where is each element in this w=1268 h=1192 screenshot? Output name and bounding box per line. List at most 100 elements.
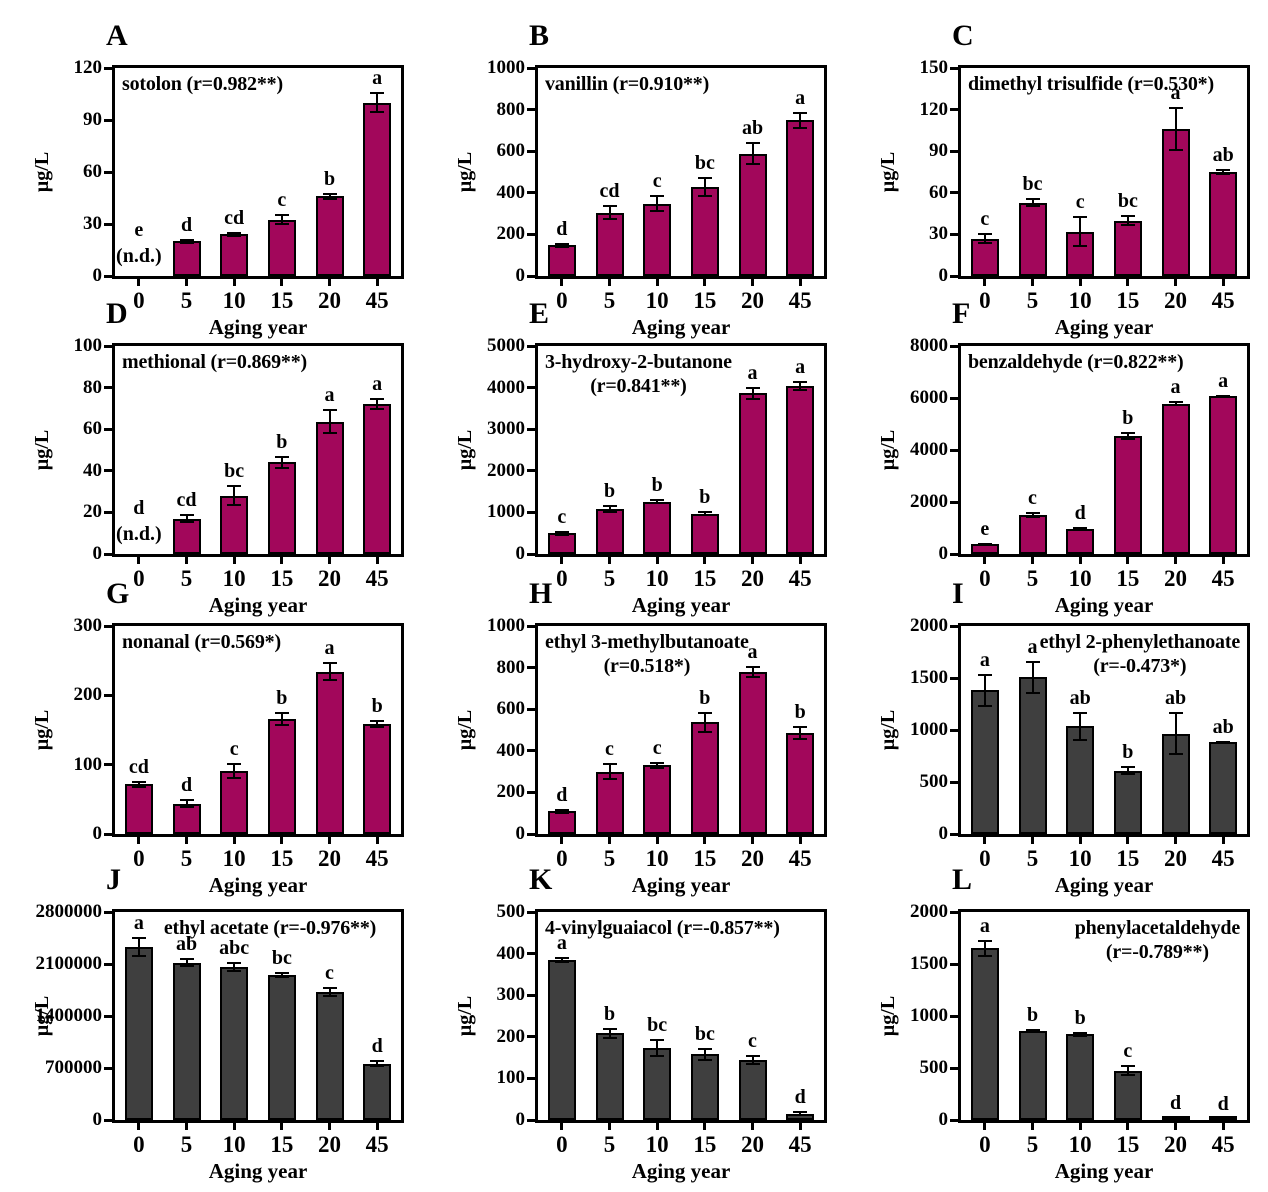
error-bar-cap-bottom [697, 514, 712, 517]
y-tick-label: 80 [83, 376, 102, 398]
sig-letter: a [979, 915, 990, 938]
sig-letter: b [1122, 406, 1134, 429]
x-tick-mark [328, 1123, 331, 1130]
x-tick-label: 0 [979, 288, 991, 313]
error-bar-cap-top [697, 711, 712, 714]
plot-area [958, 65, 1250, 279]
bar [1161, 403, 1190, 554]
y-tick-mark [950, 728, 958, 732]
error-bar-cap-bottom [1120, 772, 1135, 775]
bar [547, 533, 576, 554]
error-bar [280, 972, 283, 979]
x-tick-label: 15 [270, 288, 294, 313]
error-bar-cap-top [179, 798, 194, 801]
nd-note: (n.d.) [116, 245, 162, 267]
x-tick-label: 0 [556, 566, 568, 591]
sig-letter: cd [176, 489, 197, 512]
panel-letter: D [106, 297, 128, 330]
sig-letter: ab [1069, 686, 1091, 709]
sig-letter: d [371, 1035, 383, 1058]
error-bar-cap-top [179, 958, 194, 961]
x-tick-label: 5 [1026, 566, 1039, 591]
bar [690, 186, 719, 276]
sig-letter: a [372, 373, 383, 395]
x-tick-mark [137, 557, 141, 564]
error-bar [1079, 1031, 1082, 1037]
error-bar-cap-bottom [179, 520, 194, 523]
sig-letter: a [1170, 81, 1181, 104]
y-tick-label: 0 [92, 543, 103, 564]
x-tick-mark [655, 1123, 659, 1130]
sig-letter: e [980, 517, 990, 540]
y-tick-label: 0 [938, 543, 949, 564]
x-tick-label: 15 [1116, 288, 1140, 313]
x-tick-mark [1078, 837, 1082, 844]
error-bar-cap-bottom [1073, 244, 1088, 247]
sig-letter: d [180, 213, 193, 236]
error-bar-cap-bottom [1216, 742, 1231, 745]
panel-title: ethyl 2-phenylethanoate (r=-0.473*) [1039, 630, 1241, 679]
y-tick-mark [950, 66, 958, 70]
x-tick-mark [137, 279, 141, 286]
y-tick-label: 1400000 [35, 1005, 103, 1026]
y-tick-label: 30 [83, 213, 102, 234]
x-tick-mark [1031, 557, 1034, 564]
sig-letter: a [1170, 376, 1181, 399]
sig-letter: d [133, 497, 145, 519]
y-tick-mark [950, 274, 958, 278]
sig-letter: a [324, 637, 335, 660]
y-tick-label: 200 [496, 223, 526, 245]
panel-title-line: (r=-0.473*) [1093, 655, 1187, 678]
error-bar-cap-top [1168, 711, 1183, 714]
error-bar-cap-bottom [602, 510, 617, 513]
error-bar [328, 409, 331, 435]
error-bar [376, 92, 379, 114]
bar [738, 671, 767, 834]
x-tick-label: 10 [222, 288, 246, 313]
y-tick-label: 6000 [910, 387, 948, 408]
bar [643, 501, 672, 554]
error-bar-cap-bottom [793, 737, 808, 740]
y-tick-mark [527, 510, 535, 514]
sig-letter: b [603, 480, 616, 503]
error-bar-cap-top [697, 1048, 712, 1051]
error-bar-cap-top [977, 674, 992, 677]
error-bar [1126, 766, 1129, 775]
x-tick-label: 45 [365, 288, 389, 313]
y-tick-mark [527, 149, 535, 153]
x-tick-mark [1221, 1123, 1225, 1130]
x-tick-mark [655, 837, 659, 844]
x-tick-label: 10 [1068, 846, 1092, 871]
y-tick-label: 2000 [487, 459, 525, 481]
y-tick-label: 0 [92, 1109, 103, 1130]
y-tick-mark [104, 1066, 112, 1070]
y-tick-mark [104, 469, 112, 473]
error-bar [983, 674, 986, 707]
error-bar-cap-top [322, 409, 337, 412]
panel-title: vanillin (r=0.910**) [545, 72, 709, 96]
panel-title-line: ethyl 2-phenylethanoate [1039, 631, 1241, 653]
y-tick-label: 5000 [487, 335, 525, 356]
y-tick-mark [950, 500, 958, 504]
sig-letter: a [1027, 636, 1038, 659]
bar [547, 959, 576, 1120]
y-axis-label: µg/L [454, 151, 476, 193]
x-tick-mark [798, 557, 802, 564]
y-tick-label: 30 [929, 223, 948, 245]
error-bar-cap-top [697, 177, 712, 179]
y-tick-mark [104, 510, 112, 514]
x-tick-mark [751, 837, 754, 844]
error-bar-cap-top [650, 1038, 665, 1041]
y-axis-label: µg/L [31, 709, 53, 751]
x-tick-mark [1126, 279, 1130, 286]
error-bar-cap-top [274, 456, 289, 459]
x-tick-mark [1174, 279, 1177, 286]
x-tick-label: 15 [270, 846, 294, 871]
bar [595, 771, 624, 834]
x-tick-mark [983, 279, 987, 286]
error-bar-cap-bottom [227, 970, 242, 973]
error-bar-cap-bottom [1216, 172, 1231, 175]
y-tick-mark [950, 108, 958, 112]
y-axis-label: µg/L [454, 429, 476, 471]
